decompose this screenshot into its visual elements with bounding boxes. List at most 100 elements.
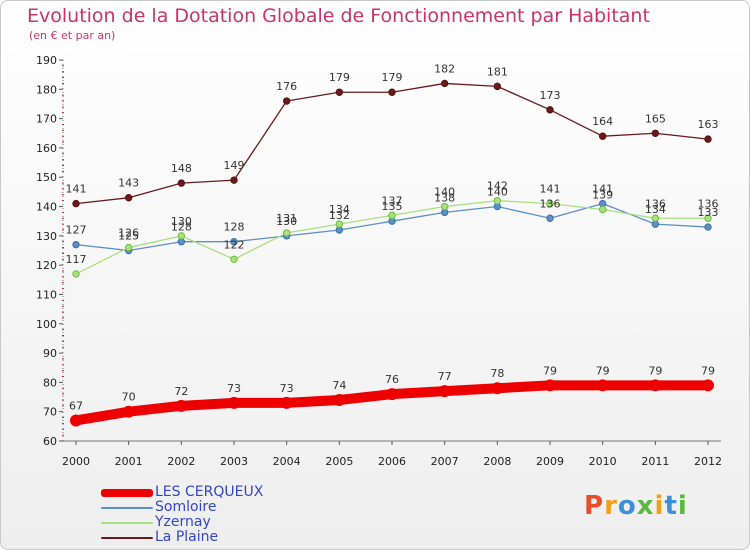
logo-letter: i <box>654 491 665 521</box>
y-minor-tick <box>62 276 64 278</box>
legend-item-la-plaine: La Plaine <box>101 530 263 545</box>
y-minor-tick <box>62 223 64 225</box>
y-tick-label: 90 <box>43 347 57 360</box>
y-minor-tick <box>62 194 64 196</box>
y-minor-tick <box>62 112 64 114</box>
y-minor-tick <box>62 77 64 79</box>
data-label: 139 <box>592 188 613 201</box>
chart-subtitle: (en € et par an) <box>29 29 116 42</box>
y-minor-tick <box>62 334 64 336</box>
data-label: 78 <box>490 367 504 380</box>
x-tick-label: 2005 <box>325 455 353 468</box>
y-minor-tick <box>62 387 64 389</box>
data-point <box>704 214 712 222</box>
data-point <box>124 243 133 252</box>
data-point <box>124 194 133 202</box>
data-point <box>598 132 607 140</box>
data-label: 148 <box>171 162 192 175</box>
data-point <box>704 135 712 143</box>
y-minor-tick <box>62 258 64 260</box>
data-label: 73 <box>227 382 241 395</box>
y-minor-tick <box>62 229 64 231</box>
y-minor-tick <box>62 270 64 272</box>
proxiti-logo: Proxiti <box>584 491 688 521</box>
series-les-cerqueux <box>70 379 714 427</box>
x-tick-label: 2011 <box>641 455 669 468</box>
data-point <box>386 388 398 401</box>
x-tick-label: 2006 <box>378 455 406 468</box>
data-label: 163 <box>698 118 719 131</box>
y-minor-tick <box>62 428 64 430</box>
data-point <box>649 379 662 392</box>
data-label: 128 <box>171 221 192 234</box>
y-minor-tick <box>62 100 64 102</box>
y-minor-tick <box>62 405 64 407</box>
data-label: 74 <box>332 379 346 392</box>
logo-letter: r <box>604 491 618 521</box>
data-point <box>230 238 238 246</box>
logo-letter: o <box>617 491 637 521</box>
y-minor-tick <box>62 393 64 395</box>
y-tick-label: 130 <box>36 230 57 243</box>
data-point <box>438 385 451 398</box>
data-label: 137 <box>382 194 403 207</box>
data-label: 134 <box>329 203 350 216</box>
data-label: 143 <box>118 177 139 190</box>
y-minor-tick <box>62 170 64 172</box>
y-minor-tick <box>62 217 64 219</box>
data-point <box>493 82 502 91</box>
chart-title: Evolution de la Dotation Globale de Fonc… <box>27 5 650 27</box>
data-label: 79 <box>596 364 610 377</box>
y-minor-tick <box>62 182 64 184</box>
y-minor-tick <box>62 159 64 161</box>
y-minor-tick <box>62 340 64 342</box>
y-minor-tick <box>62 135 64 137</box>
data-label: 136 <box>645 197 666 210</box>
x-tick-label: 2002 <box>167 455 195 468</box>
legend-label: Somloire <box>155 499 217 515</box>
data-label: 76 <box>385 373 399 386</box>
data-label: 140 <box>434 186 455 199</box>
y-tick-label: 100 <box>36 318 57 331</box>
y-minor-tick <box>62 364 64 366</box>
data-point <box>230 255 238 263</box>
legend-label: Yzernay <box>155 514 211 530</box>
y-minor-tick <box>62 329 64 331</box>
y-minor-tick <box>62 317 64 319</box>
data-label: 79 <box>701 364 715 377</box>
y-minor-tick <box>62 346 64 348</box>
x-tick-label: 2009 <box>536 455 564 468</box>
data-label: 125 <box>118 230 139 243</box>
y-minor-tick <box>62 188 64 190</box>
data-point <box>70 414 82 427</box>
data-point <box>493 196 502 205</box>
y-tick-label: 120 <box>36 259 57 272</box>
y-tick-label: 70 <box>43 406 57 419</box>
data-label: 141 <box>592 183 613 196</box>
series-yzernay <box>72 196 712 278</box>
legend: LES CERQUEUX Somloire Yzernay La Plaine <box>101 485 263 545</box>
data-point <box>122 405 135 418</box>
legend-swatch <box>101 506 153 509</box>
legend-item-yzernay: Yzernay <box>101 515 263 530</box>
y-tick-label: 60 <box>43 435 57 448</box>
y-minor-tick <box>62 282 64 284</box>
y-minor-tick <box>62 399 64 401</box>
data-label: 70 <box>122 391 136 404</box>
data-point <box>702 379 714 392</box>
y-minor-tick <box>62 299 64 301</box>
data-point <box>282 229 291 237</box>
data-point <box>230 176 238 184</box>
data-label: 135 <box>382 200 403 213</box>
data-label: 126 <box>118 227 139 240</box>
y-minor-tick <box>62 358 64 360</box>
data-label: 122 <box>224 238 245 251</box>
series-layer <box>70 79 714 427</box>
data-label: 132 <box>329 209 350 222</box>
y-minor-tick <box>62 434 64 436</box>
data-point <box>651 129 660 137</box>
y-tick-label: 160 <box>36 142 57 155</box>
data-point <box>596 379 609 392</box>
